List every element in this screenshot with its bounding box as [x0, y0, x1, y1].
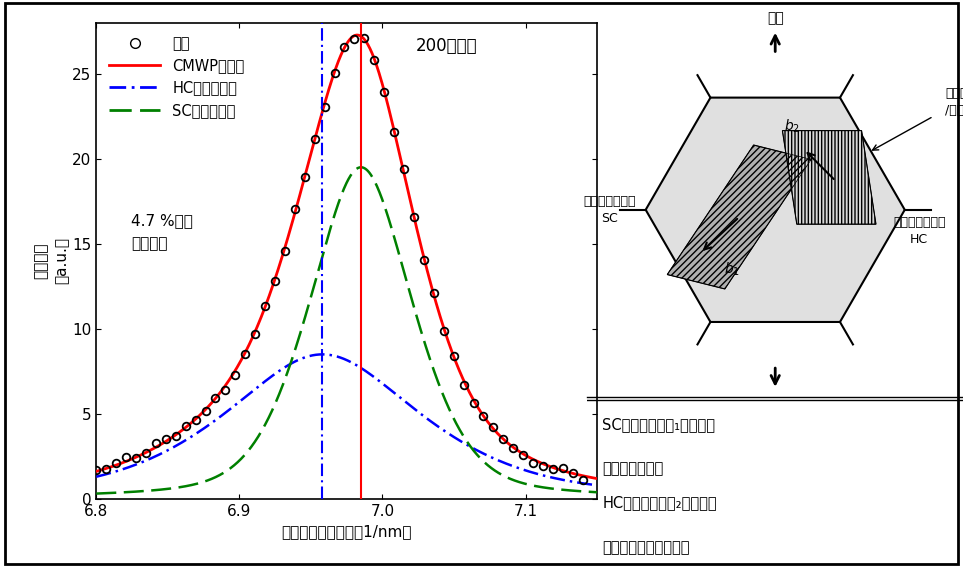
Text: 荷重: 荷重 [767, 11, 784, 26]
Text: ハード構成部分
HC: ハード構成部分 HC [893, 217, 946, 247]
Text: ラス方位と平行: ラス方位と平行 [603, 462, 664, 476]
Y-axis label: 回折強度
（a.u.）: 回折強度 （a.u.） [34, 238, 69, 284]
Polygon shape [645, 98, 905, 322]
Text: ソフト構成部分
SC: ソフト構成部分 SC [584, 195, 636, 225]
Polygon shape [782, 130, 876, 224]
Text: HC：すべり（𝑏₂）方向が: HC：すべり（𝑏₂）方向が [603, 496, 717, 510]
Polygon shape [667, 145, 811, 289]
Text: SC：すべり（𝑏₁）方向が: SC：すべり（𝑏₁）方向が [603, 417, 716, 432]
Text: $b_1$: $b_1$ [724, 260, 740, 278]
Text: ラス方位と平行でない: ラス方位と平行でない [603, 540, 690, 555]
Text: $b_2$: $b_2$ [785, 117, 800, 135]
X-axis label: 格子面の逆数、Ｋ（1/nm）: 格子面の逆数、Ｋ（1/nm） [281, 524, 412, 539]
Legend: 測定, CMWPで計算, HCサブピーク, SCサブピーク: 測定, CMWPで計算, HCサブピーク, SCサブピーク [104, 30, 250, 124]
Text: 200ピーク: 200ピーク [416, 37, 478, 55]
Text: 4.7 %変形
引張方向: 4.7 %変形 引張方向 [131, 214, 194, 251]
Text: ブロック
/ラス: ブロック /ラス [945, 87, 963, 117]
